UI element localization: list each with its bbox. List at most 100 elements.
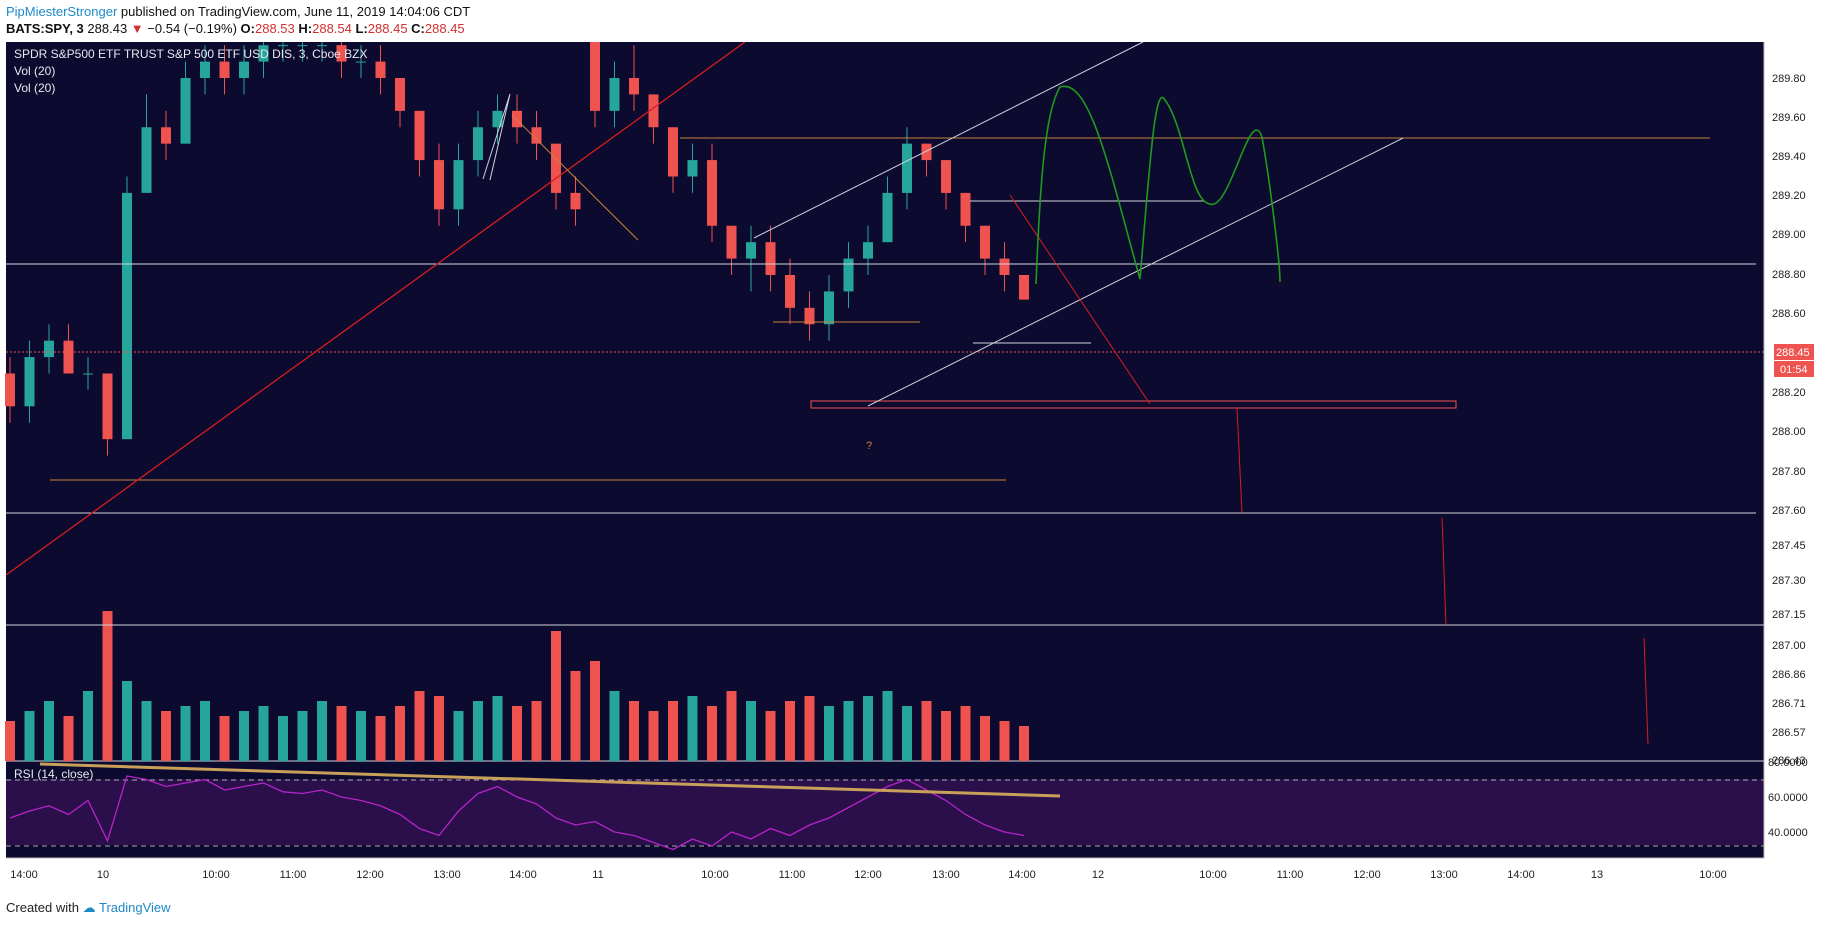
vol-legend: Vol (20)	[14, 81, 55, 95]
x-tick-label: 12:00	[854, 869, 882, 881]
red-arrow-line	[1643, 637, 1649, 745]
y-tick-label: 288.00	[1772, 426, 1806, 438]
candle-body	[804, 307, 815, 325]
green-projection	[1035, 85, 1281, 285]
candle-body	[765, 242, 776, 275]
volume-bar	[414, 691, 425, 761]
orange-arrow-line	[511, 114, 639, 241]
channel-lower	[867, 137, 1404, 407]
candle-body	[980, 225, 990, 259]
candle-body	[863, 242, 873, 259]
volume-bar	[434, 696, 444, 761]
author-link[interactable]: PipMiesterStronger	[6, 4, 118, 19]
x-tick-label: 10:00	[1199, 869, 1227, 881]
price-chart[interactable]: ? SPDR S&P500 ETF TRUST S&P 500 ETF USD …	[0, 42, 1828, 892]
volume-bar	[1019, 726, 1029, 761]
candle-body	[473, 127, 483, 161]
volume-bar	[63, 716, 74, 761]
red-arrow-line	[1009, 194, 1151, 405]
volume-bar	[44, 701, 54, 761]
volume-bar	[336, 706, 347, 761]
volume-bar	[24, 711, 35, 761]
candle-body	[336, 45, 347, 62]
candle-body	[1019, 275, 1029, 300]
support-zone	[810, 400, 1457, 409]
y-tick-label: 286.43	[1772, 755, 1806, 767]
candle-body	[356, 61, 366, 63]
y-tick-label: 289.40	[1772, 151, 1806, 163]
drawings	[5, 42, 1764, 798]
y-axis[interactable]	[1764, 42, 1828, 858]
ticker-line: BATS:SPY, 3 288.43 ▼ −0.54 (−0.19%) O:28…	[6, 21, 465, 36]
y-tick-label: 286.86	[1772, 669, 1806, 681]
candle-body	[570, 192, 581, 210]
x-tick-label: 13	[1591, 869, 1603, 881]
volume-bar	[141, 701, 152, 761]
volume-bar	[804, 696, 815, 761]
volume-bar	[317, 701, 327, 761]
candle-body	[960, 192, 971, 226]
high-value: 288.54	[312, 21, 352, 36]
volume-bar	[473, 701, 483, 761]
candle-body	[102, 373, 113, 440]
candle-body	[648, 94, 659, 128]
candle-body	[551, 143, 561, 193]
y-axis-ticks: 289.80 289.60 289.40 289.20 289.00 288.80 288.…	[1772, 73, 1806, 767]
candle-body	[668, 127, 678, 177]
y-tick-label: 289.60	[1772, 112, 1806, 124]
volume-bar	[531, 701, 542, 761]
price-change: −0.54 (−0.19%)	[147, 21, 237, 36]
volume-bar	[200, 701, 210, 761]
volume-bar	[453, 711, 464, 761]
volume-bar	[395, 706, 405, 761]
candle-body	[239, 61, 249, 78]
y-tick-label: 287.15	[1772, 609, 1806, 621]
y-tick-label: 286.57	[1772, 727, 1806, 739]
red-arrow-line	[1441, 517, 1447, 626]
x-tick-label: 13:00	[1430, 869, 1458, 881]
candle-body	[492, 110, 503, 128]
white-wedge	[482, 93, 511, 181]
candle-body	[180, 78, 191, 144]
candle-body	[746, 242, 756, 259]
candle-body	[687, 160, 698, 177]
candle-body	[590, 42, 600, 111]
candle-body	[141, 127, 152, 193]
candle-body	[941, 160, 951, 193]
volume-bar	[921, 701, 932, 761]
close-value: 288.45	[424, 21, 465, 36]
x-tick-label: 11:00	[280, 869, 307, 881]
channel-upper	[753, 42, 1144, 239]
open-label: O:	[240, 21, 255, 36]
volume-bar	[668, 701, 678, 761]
low-value: 288.45	[367, 21, 408, 36]
rsi-tick-label: 40.0000	[1768, 827, 1808, 839]
x-tick-label: 10:00	[701, 869, 729, 881]
candle-body	[824, 291, 834, 325]
symbol-legend: SPDR S&P500 ETF TRUST S&P 500 ETF USD DI…	[14, 47, 367, 61]
volume-bar	[824, 706, 834, 761]
volume-bar	[726, 691, 737, 761]
close-label: C:	[411, 21, 425, 36]
tradingview-logo-icon[interactable]: ☁	[82, 900, 96, 915]
x-tick-label: 10	[97, 869, 109, 881]
tradingview-link[interactable]: TradingView	[99, 900, 171, 915]
candle-body	[882, 192, 893, 243]
x-tick-label: 11	[592, 869, 603, 881]
volume-bar	[863, 696, 873, 761]
candle-body	[609, 78, 620, 111]
volume-bar	[707, 706, 717, 761]
volume-bar	[375, 716, 386, 761]
volume-bar	[746, 701, 756, 761]
volume-bar	[551, 631, 561, 761]
volume-bar	[512, 706, 522, 761]
candle-body	[24, 357, 35, 407]
volume-bar	[102, 611, 113, 761]
volume-group	[5, 611, 1029, 761]
volume-bar	[629, 701, 639, 761]
volume-bar	[83, 691, 93, 761]
volume-bar	[941, 711, 951, 761]
candle-body	[726, 225, 737, 259]
x-tick-label: 10:00	[202, 869, 230, 881]
candle-body	[902, 143, 912, 193]
